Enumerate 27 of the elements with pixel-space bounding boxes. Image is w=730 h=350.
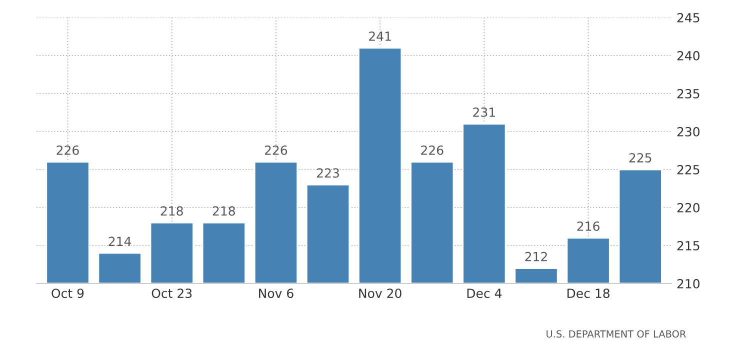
y-tick-label: 225 bbox=[677, 164, 700, 174]
y-tick-label: 235 bbox=[677, 88, 700, 98]
data-label: 216 bbox=[577, 221, 600, 231]
data-label: 218 bbox=[160, 206, 183, 216]
x-tick-label: Oct 9 bbox=[52, 288, 84, 298]
x-tick-label: Nov 6 bbox=[259, 288, 294, 298]
data-label: 226 bbox=[264, 145, 288, 155]
y-tick-label: 220 bbox=[677, 202, 700, 212]
y-tick-label: 245 bbox=[677, 12, 700, 22]
x-tick-label: Oct 23 bbox=[152, 288, 192, 298]
data-label: 241 bbox=[369, 31, 391, 41]
data-label: 226 bbox=[56, 145, 79, 155]
data-label: 223 bbox=[317, 168, 339, 178]
data-label: 214 bbox=[108, 236, 132, 246]
x-tick-label: Nov 20 bbox=[359, 288, 402, 298]
text: U.S. DEPARTMENT OF LABOR bbox=[546, 330, 686, 338]
data-label: 218 bbox=[212, 206, 235, 216]
y-tick-label: 210 bbox=[677, 278, 700, 288]
data-label: 226 bbox=[421, 145, 444, 155]
data-label: 225 bbox=[629, 153, 652, 163]
x-tick-label: Dec 4 bbox=[467, 288, 502, 298]
data-label: 212 bbox=[525, 252, 547, 262]
x-tick-label: Dec 18 bbox=[568, 288, 610, 298]
y-tick-label: 240 bbox=[677, 50, 700, 60]
y-tick-label: 230 bbox=[677, 126, 700, 136]
data-label: 231 bbox=[473, 107, 495, 117]
y-tick-label: 215 bbox=[677, 240, 700, 250]
